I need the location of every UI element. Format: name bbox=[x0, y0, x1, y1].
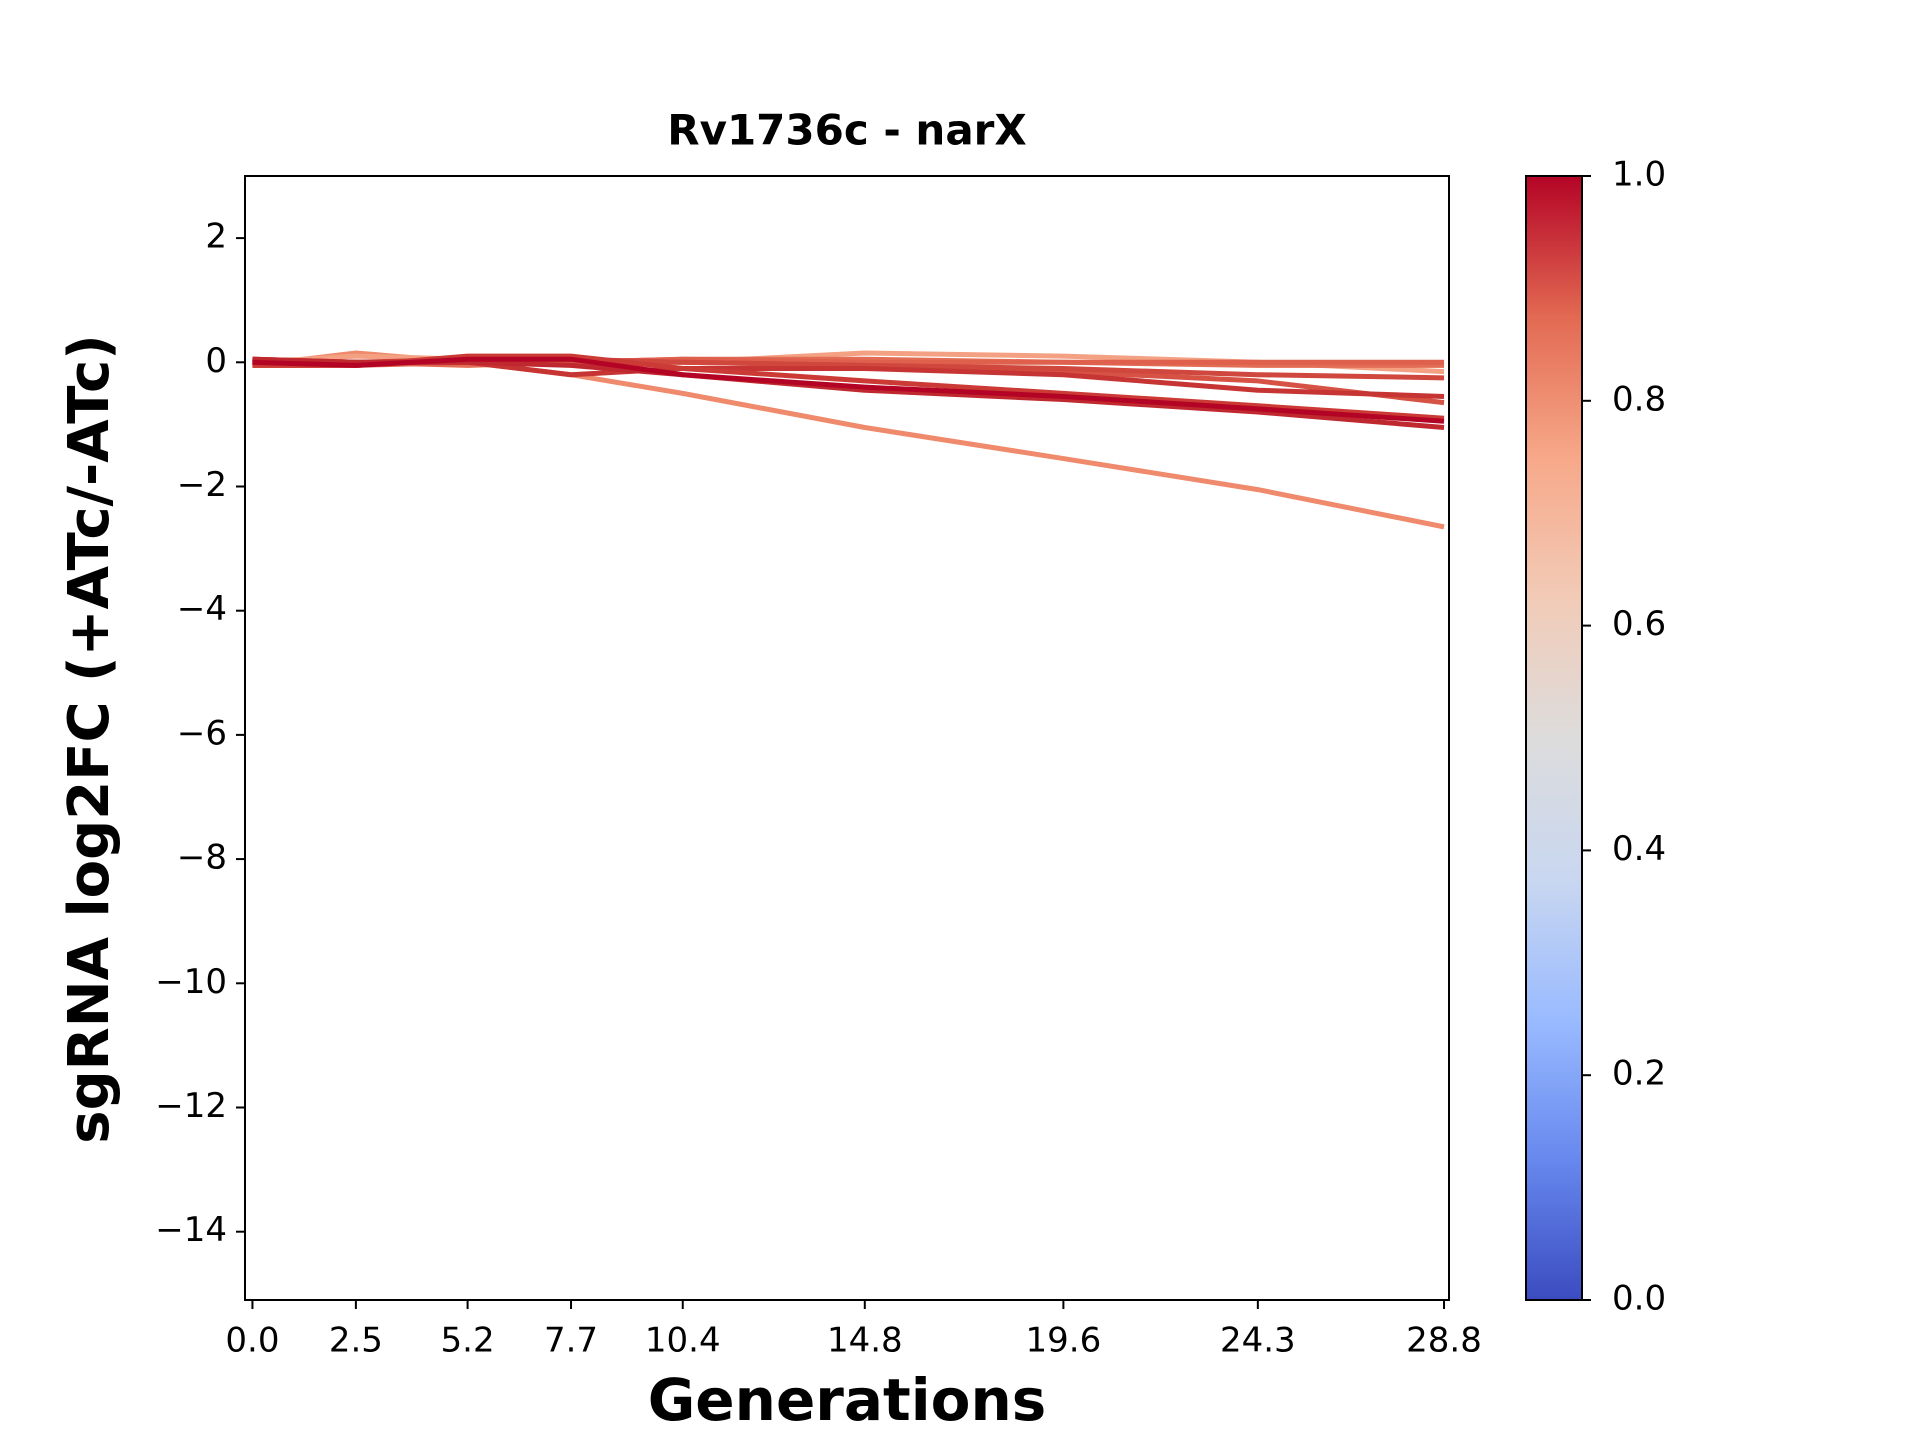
y-tick-label: −8 bbox=[177, 838, 227, 878]
x-tick-label: 19.6 bbox=[1026, 1321, 1102, 1361]
y-tick-label: −14 bbox=[155, 1210, 227, 1250]
x-tick-label: 14.8 bbox=[827, 1321, 903, 1361]
colorbar-tick-label: 0.8 bbox=[1612, 379, 1666, 419]
x-tick-label: 0.0 bbox=[225, 1321, 279, 1361]
y-tick-label: −12 bbox=[155, 1086, 227, 1126]
x-axis-label: Generations bbox=[648, 1366, 1047, 1434]
series-line bbox=[252, 356, 1445, 424]
x-tick-label: 2.5 bbox=[329, 1321, 383, 1361]
y-tick-label: 2 bbox=[205, 217, 227, 257]
colorbar bbox=[1525, 175, 1583, 1301]
colorbar-tick-label: 0.6 bbox=[1612, 604, 1666, 644]
plot-frame bbox=[244, 175, 1450, 1301]
colorbar-tick-label: 0.4 bbox=[1612, 829, 1666, 869]
y-tick-label: −10 bbox=[155, 962, 227, 1002]
colorbar-tick-label: 1.0 bbox=[1612, 155, 1666, 195]
y-tick-label: −6 bbox=[177, 713, 227, 753]
y-tick-label: −4 bbox=[177, 589, 227, 629]
y-axis-label: sgRNA log2FC (+ATc/-ATc) bbox=[57, 334, 122, 1144]
y-tick-label: 0 bbox=[205, 341, 227, 381]
x-tick-label: 5.2 bbox=[441, 1321, 495, 1361]
plot-area bbox=[252, 350, 1445, 530]
y-tick-label: −2 bbox=[177, 465, 227, 505]
x-tick-label: 7.7 bbox=[544, 1321, 598, 1361]
x-tick-label: 10.4 bbox=[645, 1321, 721, 1361]
x-tick-label: 28.8 bbox=[1406, 1321, 1482, 1361]
chart-title: Rv1736c - narX bbox=[667, 106, 1027, 155]
x-tick-label: 24.3 bbox=[1220, 1321, 1296, 1361]
colorbar-tick-label: 0.2 bbox=[1612, 1054, 1666, 1094]
colorbar-tick-label: 0.0 bbox=[1612, 1279, 1666, 1319]
